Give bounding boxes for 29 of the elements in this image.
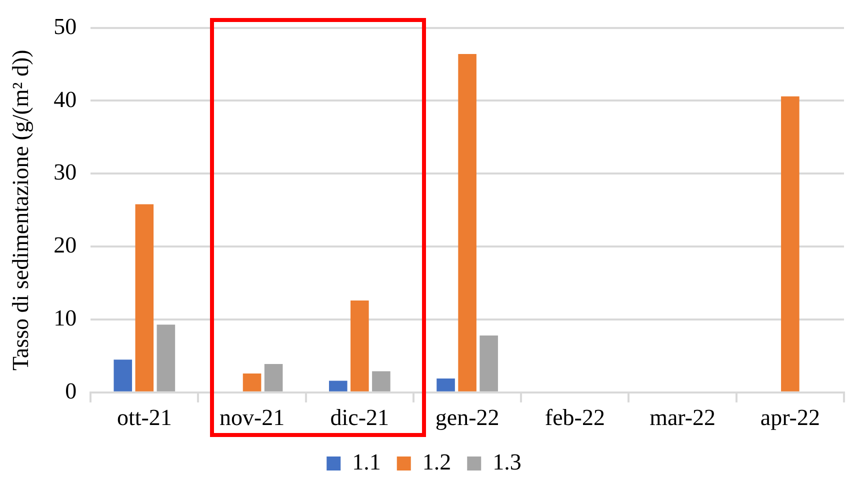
bar (458, 54, 476, 392)
bar (372, 371, 390, 392)
bar (114, 360, 132, 392)
bar (350, 300, 369, 392)
bar (264, 364, 283, 392)
bar (242, 373, 262, 392)
bar (436, 378, 455, 392)
x-tick-label: mar-22 (650, 405, 716, 430)
x-tick-label: apr-22 (760, 405, 820, 430)
y-tick-label: 0 (65, 378, 77, 404)
x-tick-label: dic-21 (330, 405, 390, 430)
bar (480, 336, 498, 392)
bar (135, 204, 154, 392)
y-tick-label: 30 (54, 160, 77, 185)
y-tick-label: 40 (54, 86, 77, 112)
bar (329, 380, 348, 392)
bar (781, 96, 800, 392)
x-tick-label: gen-22 (435, 405, 500, 430)
y-tick-label: 50 (54, 14, 77, 39)
legend-label: 1.1 (352, 450, 381, 475)
x-tick-label: feb-22 (544, 405, 605, 430)
legend-label: 1.3 (492, 450, 522, 475)
x-tick-label: ott-21 (116, 405, 172, 430)
y-tick-label: 10 (54, 306, 77, 331)
y-axis-title: Tasso di sedimentazione (g/(m² d)) (8, 50, 33, 371)
legend-label: 1.2 (422, 450, 452, 475)
y-tick-label: 20 (54, 232, 77, 258)
x-tick-label: nov-21 (219, 405, 285, 430)
bar (156, 324, 176, 392)
